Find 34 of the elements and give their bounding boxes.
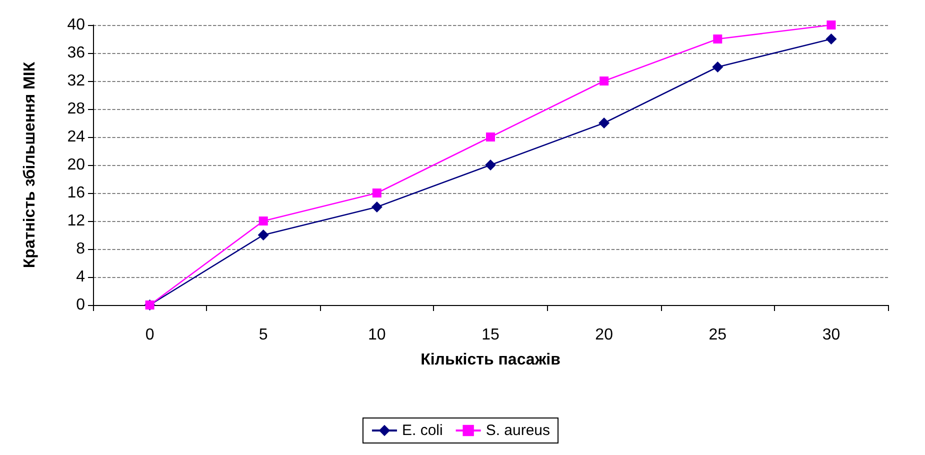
point — [826, 20, 836, 30]
point — [371, 202, 382, 212]
y-tick-label: 28 — [67, 100, 86, 118]
y-tick-label: 36 — [67, 44, 86, 62]
x-tick-label: 15 — [482, 326, 500, 344]
x-tick-label: 10 — [368, 326, 386, 344]
y-tick-label: 20 — [67, 156, 86, 174]
point — [600, 76, 609, 86]
x-tick-label: 25 — [708, 326, 727, 344]
y-tick-label: 0 — [76, 296, 86, 314]
x-tick-label: 20 — [595, 326, 614, 344]
x-axis-title: Кількість пасажів — [420, 352, 561, 368]
point — [372, 188, 382, 198]
y-axis-title: Кратність збільшення МІК — [22, 62, 38, 268]
legend-label: S. aureus — [486, 422, 550, 439]
point — [258, 230, 269, 240]
point — [258, 216, 268, 226]
point — [826, 34, 837, 44]
y-tick-label: 8 — [76, 240, 86, 258]
y-tick-label: 24 — [67, 128, 86, 146]
y-tick-label: 12 — [67, 212, 86, 230]
point — [486, 132, 495, 142]
y-tick-label: 16 — [67, 184, 86, 202]
x-tick-label: 0 — [145, 326, 154, 344]
point — [598, 118, 610, 128]
point — [713, 34, 722, 44]
x-tick-label: 30 — [822, 326, 840, 344]
y-tick-label: 4 — [76, 268, 86, 286]
x-tick-label: 5 — [258, 326, 268, 344]
y-tick-label: 32 — [67, 72, 86, 90]
point — [485, 160, 496, 170]
y-tick-label: 40 — [67, 16, 86, 34]
point — [712, 62, 724, 72]
legend-label: E. coli — [402, 422, 443, 439]
